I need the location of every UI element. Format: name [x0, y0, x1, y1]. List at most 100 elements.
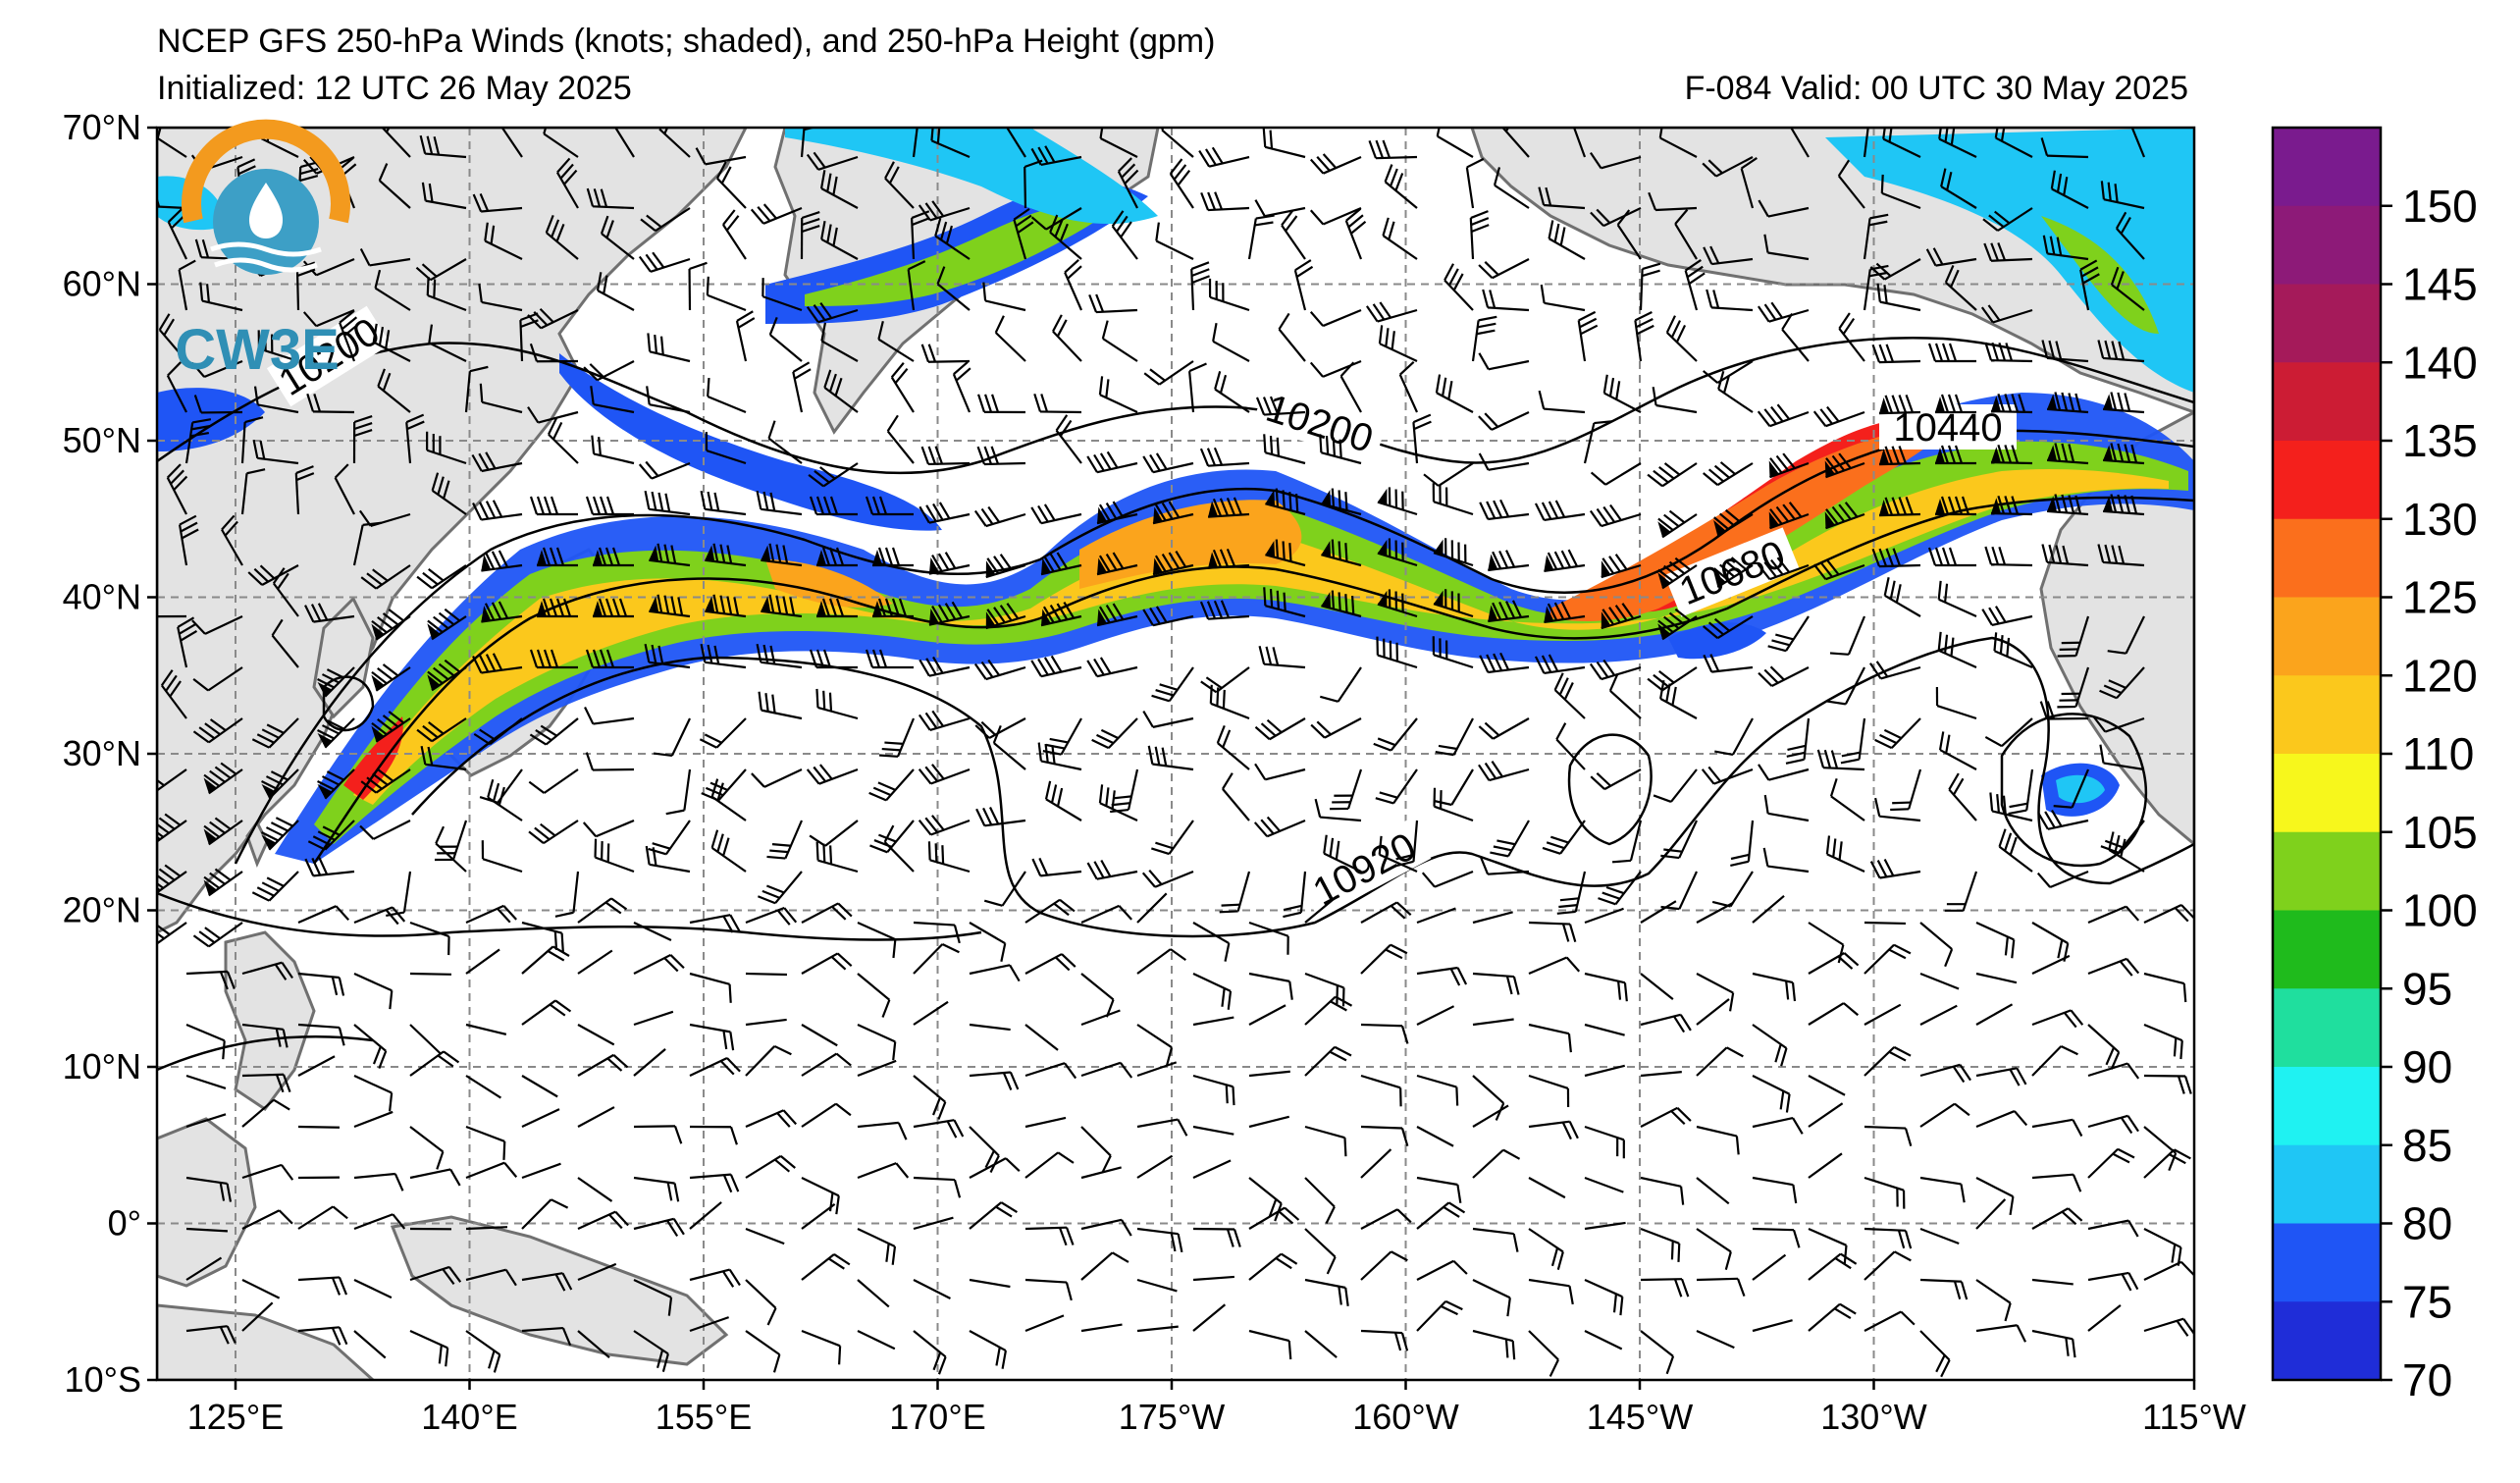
wind-barb — [1808, 1075, 1846, 1096]
wind-barb — [1200, 666, 1250, 694]
wind-barb — [272, 567, 299, 617]
wind-barb — [465, 1125, 506, 1160]
wind-barb — [815, 841, 859, 874]
wind-barb — [1584, 1125, 1625, 1159]
wind-barb — [1248, 1004, 1286, 1026]
wind-barb — [1584, 907, 1624, 925]
wind-barb — [241, 1023, 289, 1048]
valid-time: F-084 Valid: 00 UTC 30 May 2025 — [1684, 70, 2188, 107]
wind-barb — [2087, 905, 2140, 925]
wind-barb — [241, 961, 293, 980]
wind-barb — [1493, 167, 1530, 209]
wind-barb — [419, 134, 467, 159]
wind-barb — [1031, 857, 1082, 877]
wind-barb — [1786, 128, 1810, 158]
colorbar-swatch — [2273, 910, 2381, 989]
wind-barb — [1890, 768, 1922, 812]
wind-barb — [427, 608, 467, 641]
jet-core-orange-pacific — [1550, 422, 1945, 621]
wind-barb — [1864, 1125, 1913, 1147]
wind-barb — [1080, 1126, 1112, 1174]
wind-barb — [1840, 717, 1866, 765]
wind-barb — [792, 361, 812, 413]
colorbar-swatch — [2273, 441, 2381, 520]
wind-barb — [1975, 1003, 2014, 1026]
wind-barb — [416, 564, 467, 590]
wind-barb — [1096, 501, 1138, 525]
wind-barb — [983, 871, 1026, 907]
wind-barb — [1472, 1279, 1511, 1317]
wind-barb — [297, 1326, 348, 1346]
wind-barb — [710, 778, 747, 821]
wind-barb — [2031, 1329, 2076, 1358]
colorbar-label: 70 — [2402, 1354, 2452, 1405]
wind-barb — [1248, 921, 1289, 955]
wind-barb — [2047, 443, 2089, 465]
wind-barb — [975, 806, 1026, 827]
wind-barb — [1548, 220, 1586, 260]
wind-barb — [815, 688, 859, 720]
wind-barb — [1752, 972, 1797, 1002]
wind-barb — [1254, 717, 1306, 741]
colorbar-label: 80 — [2402, 1198, 2452, 1249]
wind-barb — [1538, 390, 1586, 414]
wind-barb — [1781, 312, 1810, 362]
wind-barb — [1703, 245, 1754, 266]
wind-barb — [484, 222, 523, 260]
map-title: NCEP GFS 250-hPa Winds (knots; shaded), … — [157, 23, 1216, 60]
wind-barb — [857, 1121, 908, 1140]
wind-barb — [1528, 1074, 1570, 1107]
wind-barb — [192, 717, 243, 744]
wind-barb — [973, 505, 1026, 528]
wind-barb — [1309, 206, 1362, 226]
wind-barb — [1714, 717, 1754, 756]
wind-barb — [1208, 497, 1250, 518]
wind-barb — [431, 472, 467, 515]
wind-barb — [1616, 209, 1642, 260]
wind-barb — [1544, 601, 1586, 624]
wind-barb — [927, 841, 971, 874]
wind-barb — [1471, 315, 1497, 362]
wind-barb — [1869, 661, 1921, 680]
wind-barb — [1640, 1278, 1690, 1298]
wind-barb — [529, 717, 579, 746]
wind-barb — [1584, 972, 1628, 1002]
wind-barb — [1528, 921, 1577, 943]
wind-barb — [1192, 1275, 1234, 1282]
wind-barb — [1993, 632, 2033, 669]
wind-barb — [1142, 452, 1194, 474]
wind-barb — [1975, 1279, 2012, 1322]
wind-barb — [918, 815, 971, 836]
wind-barb — [528, 768, 579, 794]
wind-barb — [1871, 344, 1921, 364]
wind-barb — [1528, 1278, 1574, 1305]
wind-barb — [857, 1059, 897, 1078]
wind-barb — [1080, 1251, 1129, 1281]
colorbar-swatch — [2273, 1144, 2381, 1224]
wind-barb — [481, 601, 523, 623]
wind-barb — [1696, 1046, 1744, 1077]
wind-barb — [1935, 445, 1976, 465]
wind-barb — [1304, 995, 1353, 1026]
wind-barb — [1136, 1154, 1174, 1179]
wind-barb — [1037, 742, 1082, 771]
wind-barb — [1319, 434, 1362, 465]
wind-barb — [761, 543, 803, 567]
wind-barb — [857, 1279, 890, 1308]
wind-barb — [1763, 794, 1810, 822]
wind-barb — [913, 1075, 947, 1120]
wind-barb — [1696, 973, 1735, 1012]
wind-barb — [1696, 998, 1730, 1026]
wind-barb — [1989, 792, 2033, 822]
wind-barb — [600, 215, 635, 260]
wind-barb — [745, 906, 798, 926]
wind-barb — [1088, 293, 1138, 314]
wind-barb — [1584, 1176, 1624, 1193]
wind-barb — [689, 972, 732, 1003]
wind-barb — [1360, 1125, 1409, 1146]
wind-barb — [334, 463, 355, 515]
wind-barb — [745, 1279, 777, 1326]
wind-barb — [1147, 745, 1194, 771]
wind-barb — [658, 128, 691, 158]
wind-barb — [1528, 1228, 1564, 1271]
